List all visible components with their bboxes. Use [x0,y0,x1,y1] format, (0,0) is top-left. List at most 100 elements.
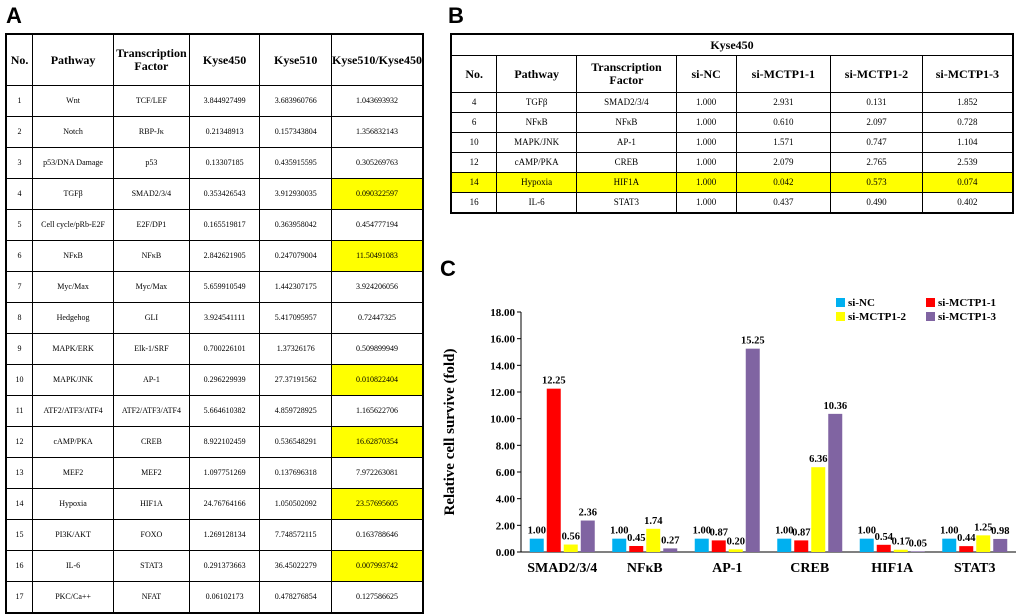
table-a-cell-pathway: Wnt [32,85,115,117]
table-b-cell-value: 2.931 [735,92,832,113]
legend-label: si-NC [848,297,875,309]
table-a-cell-kyse450: 0.13307185 [188,147,261,179]
table-a-cell-ratio: 0.163788646 [330,519,424,551]
y-tick-label: 0.00 [496,547,516,559]
table-a-cell-tf: SMAD2/3/4 [113,178,190,210]
legend-label: si-MCTP1-1 [938,297,996,309]
bar-si-mctp1-1 [959,546,974,552]
table-b-header-si-mctp1-1: si-MCTP1-1 [735,55,832,93]
table-a-cell-no: 6 [5,240,34,272]
table-b-cell-value: 1.000 [675,92,737,113]
table-b: Kyse450 No. Pathway Transcription Factor… [450,33,1014,214]
table-a-cell-tf: NFκB [113,240,190,272]
bar-data-label: 1.00 [528,526,546,537]
table-a-header-pathway: Pathway [32,33,115,86]
table-a-cell-tf: STAT3 [113,550,190,582]
table-a-cell-ratio: 1.043693932 [330,85,424,117]
bar-si-nc [777,538,792,552]
table-b-cell-value: 0.074 [921,172,1014,193]
table-a-cell-kyse510: 0.536548291 [259,426,332,458]
table-a-header-no: No. [5,33,34,86]
bar-si-mctp1-3 [828,413,843,552]
table-b-cell-value: 1.000 [675,192,737,214]
table-a-cell-kyse510: 0.435915595 [259,147,332,179]
y-tick-label: 14.00 [490,360,515,372]
table-a-cell-ratio: 0.127586625 [330,581,424,614]
table-a-cell-ratio: 16.62870354 [330,426,424,458]
table-a-cell-tf: FOXO [113,519,190,551]
table-a-cell-tf: E2F/DP1 [113,209,190,241]
bar-si-mctp1-3 [910,551,925,552]
bar-si-mctp1-3 [745,348,760,552]
table-a-row: 14 Hypoxia HIF1A 24.76764166 1.050502092 23.5… [5,488,424,520]
bar-data-label: 0.87 [710,527,728,538]
y-axis-label: Relative cell survive (fold) [442,348,458,515]
table-a-cell-pathway: p53/DNA Damage [32,147,115,179]
bar-si-mctp1-2 [893,549,908,552]
table-a-row: 2 Notch RBP-Jκ 0.21348913 0.157343804 1.35683… [5,116,424,148]
legend-label: si-MCTP1-2 [848,311,907,323]
table-b-row: 10 MAPK/JNK AP-1 1.000 1.571 0.747 1.104 [450,132,1014,153]
bar-data-label: 0.44 [957,533,976,544]
table-a-cell-pathway: Myc/Max [32,271,115,303]
table-a-cell-kyse510: 4.859728925 [259,395,332,427]
panel-label-c: C [440,256,456,281]
table-b-cell-value: 0.402 [921,192,1014,214]
table-b-cell-value: 0.728 [921,112,1014,133]
y-tick-label: 8.00 [496,440,516,452]
table-a-cell-pathway: cAMP/PKA [32,426,115,458]
table-b-cell-value: 0.490 [830,192,923,214]
table-b-cell-value: 2.539 [921,152,1014,173]
table-a-cell-tf: RBP-Jκ [113,116,190,148]
table-b-row: 4 TGFβ SMAD2/3/4 1.000 2.931 0.131 1.852 [450,92,1014,113]
table-a-cell-ratio: 0.305269763 [330,147,424,179]
table-b-header-si-mctp1-2: si-MCTP1-2 [830,55,923,93]
table-a-cell-kyse510: 3.683960766 [259,85,332,117]
table-a-cell-kyse510: 27.37191562 [259,364,332,396]
table-a-cell-ratio: 11.50491083 [330,240,424,272]
table-a-cell-ratio: 1.356832143 [330,116,424,148]
table-a-cell-tf: Elk-1/SRF [113,333,190,365]
table-a-cell-ratio: 0.010822404 [330,364,424,396]
table-b-cell-no: 6 [450,112,498,133]
table-b-header-pathway: Pathway [496,55,578,93]
table-a-row: 5 Cell cycle/pRb-E2F E2F/DP1 0.165519817 0.3… [5,209,424,241]
table-a-cell-kyse450: 0.296229939 [188,364,261,396]
table-a-cell-ratio: 0.454777194 [330,209,424,241]
table-a-cell-pathway: ATF2/ATF3/ATF4 [32,395,115,427]
table-a-row: 7 Myc/Max Myc/Max 5.659910549 1.442307175 3.9… [5,271,424,303]
table-b-row: 14 Hypoxia HIF1A 1.000 0.042 0.573 0.074 [450,172,1014,193]
legend-swatch [926,298,935,307]
table-a-cell-kyse450: 0.21348913 [188,116,261,148]
table-b-cell-value: 1.000 [675,112,737,133]
table-b-cell-value: 0.131 [830,92,923,113]
table-a-cell-pathway: MEF2 [32,457,115,489]
table-b-cell-value: 0.610 [735,112,832,133]
bar-data-label: 1.74 [644,516,663,527]
table-a-cell-kyse450: 0.700226101 [188,333,261,365]
table-a-cell-no: 4 [5,178,34,210]
legend-swatch [926,312,935,321]
table-a-cell-tf: p53 [113,147,190,179]
table-a-cell-kyse510: 1.37326176 [259,333,332,365]
table-a-cell-tf: AP-1 [113,364,190,396]
table-a-cell-pathway: MAPK/ERK [32,333,115,365]
table-a-header-row: No. Pathway Transcription Factor Kyse450… [5,33,424,86]
table-b-cell-value: 2.079 [735,152,832,173]
table-b-cell-tf: CREB [576,152,677,173]
table-a-cell-ratio: 0.72447325 [330,302,424,334]
y-tick-label: 2.00 [496,520,516,532]
table-b-cell-value: 0.437 [735,192,832,214]
y-tick-label: 6.00 [496,467,516,479]
table-a-header-kyse510: Kyse510 [259,33,332,86]
table-a-cell-no: 10 [5,364,34,396]
table-a-row: 17 PKC/Ca++ NFAT 0.06102173 0.478276854 0.127… [5,581,424,614]
bar-data-label: 10.36 [823,401,847,412]
y-tick-label: 18.00 [490,307,515,319]
legend-swatch [836,298,845,307]
bar-data-label: 0.56 [562,532,580,543]
table-b-cell-value: 1.000 [675,132,737,153]
table-a-cell-tf: CREB [113,426,190,458]
table-a-cell-pathway: MAPK/JNK [32,364,115,396]
bar-si-nc [942,538,957,552]
